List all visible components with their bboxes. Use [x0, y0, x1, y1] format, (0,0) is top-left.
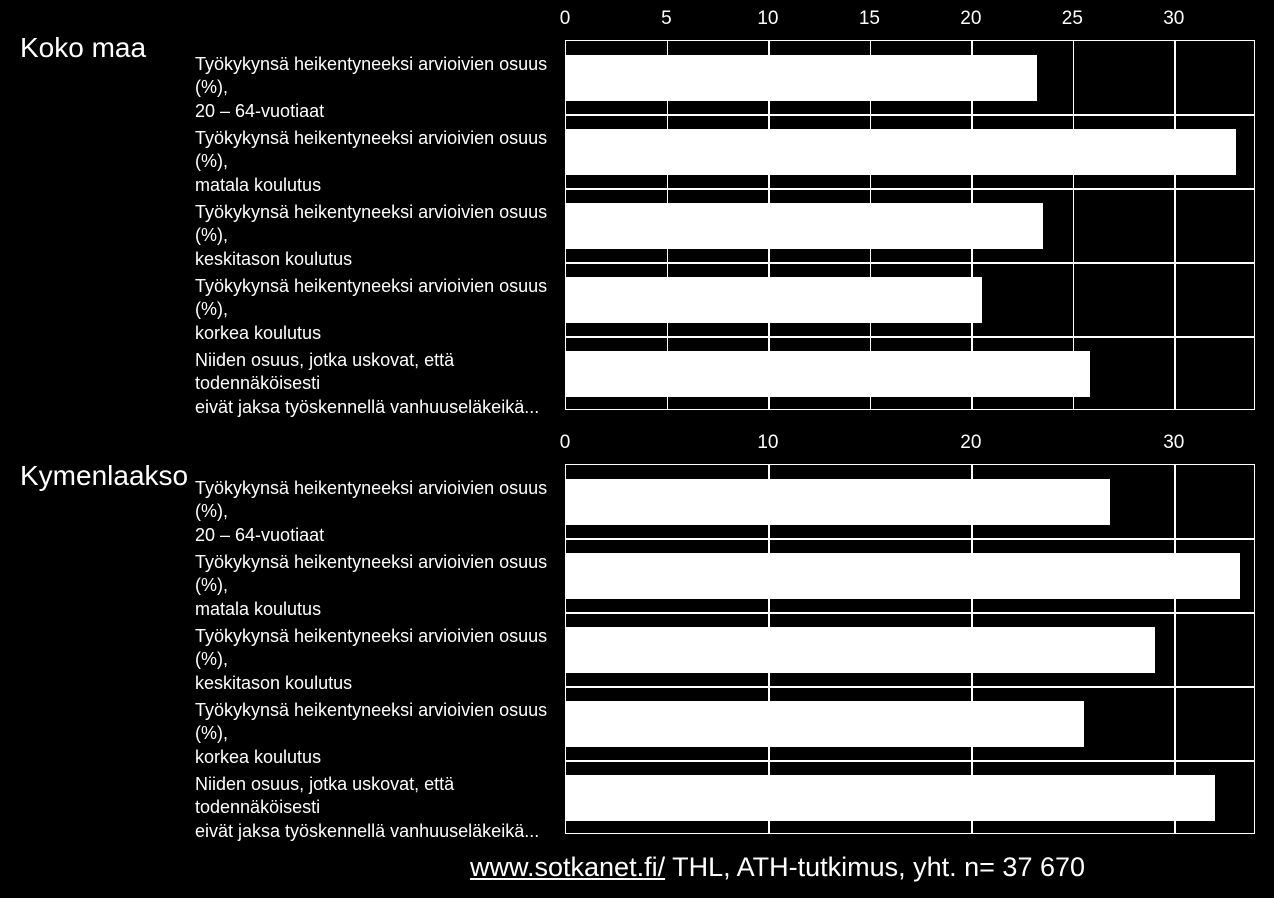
plot-area [565, 40, 1255, 410]
row-label: Työkykynsä heikentyneeksi arvioivien osu… [195, 275, 560, 345]
axis-tick-label: 30 [1163, 432, 1184, 454]
axis-tick-label: 20 [960, 432, 981, 454]
row-separator [566, 760, 1254, 762]
bar [566, 775, 1215, 821]
panel-title: Kymenlaakso [20, 460, 188, 492]
row-label-line2: eivät jaksa työskennellä vanhuuseläkeikä… [195, 820, 560, 843]
row-label-line2: 20 – 64-vuotiaat [195, 524, 560, 547]
page-root: Koko maa 0 5 10 15 20 25 30 Työkykynsä heikentyn… [0, 0, 1274, 898]
row-separator [566, 686, 1254, 688]
source-url[interactable]: www.sotkanet.fi/ [470, 852, 665, 882]
row-label: Työkykynsä heikentyneeksi arvioivien osu… [195, 477, 560, 547]
bar [566, 627, 1155, 673]
axis-tick-label: 15 [859, 8, 880, 30]
row-label-line1: Niiden osuus, jotka uskovat, että todenn… [195, 773, 560, 820]
axis-tick-label: 10 [757, 8, 778, 30]
bar [566, 553, 1240, 599]
axis-labels: 051015202530 [565, 8, 1255, 32]
row-label: Työkykynsä heikentyneeksi arvioivien osu… [195, 201, 560, 271]
grid-line [1174, 41, 1176, 409]
row-label-line1: Työkykynsä heikentyneeksi arvioivien osu… [195, 53, 560, 100]
source-text: THL, ATH-tutkimus, yht. n= 37 670 [665, 852, 1085, 882]
row-label-line1: Niiden osuus, jotka uskovat, että todenn… [195, 349, 560, 396]
row-label-line2: korkea koulutus [195, 746, 560, 769]
row-label: Työkykynsä heikentyneeksi arvioivien osu… [195, 53, 560, 123]
row-label-line1: Työkykynsä heikentyneeksi arvioivien osu… [195, 699, 560, 746]
row-separator [566, 612, 1254, 614]
row-label-line1: Työkykynsä heikentyneeksi arvioivien osu… [195, 551, 560, 598]
plot-area [565, 464, 1255, 834]
row-label: Työkykynsä heikentyneeksi arvioivien osu… [195, 551, 560, 621]
row-label: Työkykynsä heikentyneeksi arvioivien osu… [195, 625, 560, 695]
bar [566, 55, 1037, 101]
bar [566, 479, 1110, 525]
axis-tick-label: 20 [960, 8, 981, 30]
row-label-line1: Työkykynsä heikentyneeksi arvioivien osu… [195, 477, 560, 524]
row-label-line1: Työkykynsä heikentyneeksi arvioivien osu… [195, 275, 560, 322]
row-label-line2: matala koulutus [195, 598, 560, 621]
axis-labels: 0102030 [565, 432, 1255, 456]
panel-title: Koko maa [20, 32, 146, 64]
row-label: Niiden osuus, jotka uskovat, että todenn… [195, 773, 560, 843]
bar [566, 277, 982, 323]
row-label-line2: korkea koulutus [195, 322, 560, 345]
bar [566, 351, 1090, 397]
row-separator [566, 538, 1254, 540]
axis-tick-label: 0 [560, 8, 571, 30]
row-separator [566, 336, 1254, 338]
axis-tick-label: 30 [1163, 8, 1184, 30]
row-label-line2: eivät jaksa työskennellä vanhuuseläkeikä… [195, 396, 560, 419]
row-separator [566, 188, 1254, 190]
row-label-line2: 20 – 64-vuotiaat [195, 100, 560, 123]
row-label-line2: keskitason koulutus [195, 672, 560, 695]
bar [566, 701, 1084, 747]
bar [566, 203, 1043, 249]
axis-tick-label: 10 [757, 432, 778, 454]
row-separator [566, 114, 1254, 116]
row-label-line2: keskitason koulutus [195, 248, 560, 271]
row-label-line1: Työkykynsä heikentyneeksi arvioivien osu… [195, 127, 560, 174]
row-separator [566, 262, 1254, 264]
source-line: www.sotkanet.fi/ THL, ATH-tutkimus, yht.… [470, 852, 1085, 883]
row-label-line1: Työkykynsä heikentyneeksi arvioivien osu… [195, 201, 560, 248]
axis-tick-label: 5 [661, 8, 672, 30]
row-label: Työkykynsä heikentyneeksi arvioivien osu… [195, 699, 560, 769]
row-label-line2: matala koulutus [195, 174, 560, 197]
row-label: Niiden osuus, jotka uskovat, että todenn… [195, 349, 560, 419]
bar [566, 129, 1236, 175]
row-label: Työkykynsä heikentyneeksi arvioivien osu… [195, 127, 560, 197]
axis-tick-label: 0 [560, 432, 571, 454]
row-label-line1: Työkykynsä heikentyneeksi arvioivien osu… [195, 625, 560, 672]
axis-tick-label: 25 [1062, 8, 1083, 30]
